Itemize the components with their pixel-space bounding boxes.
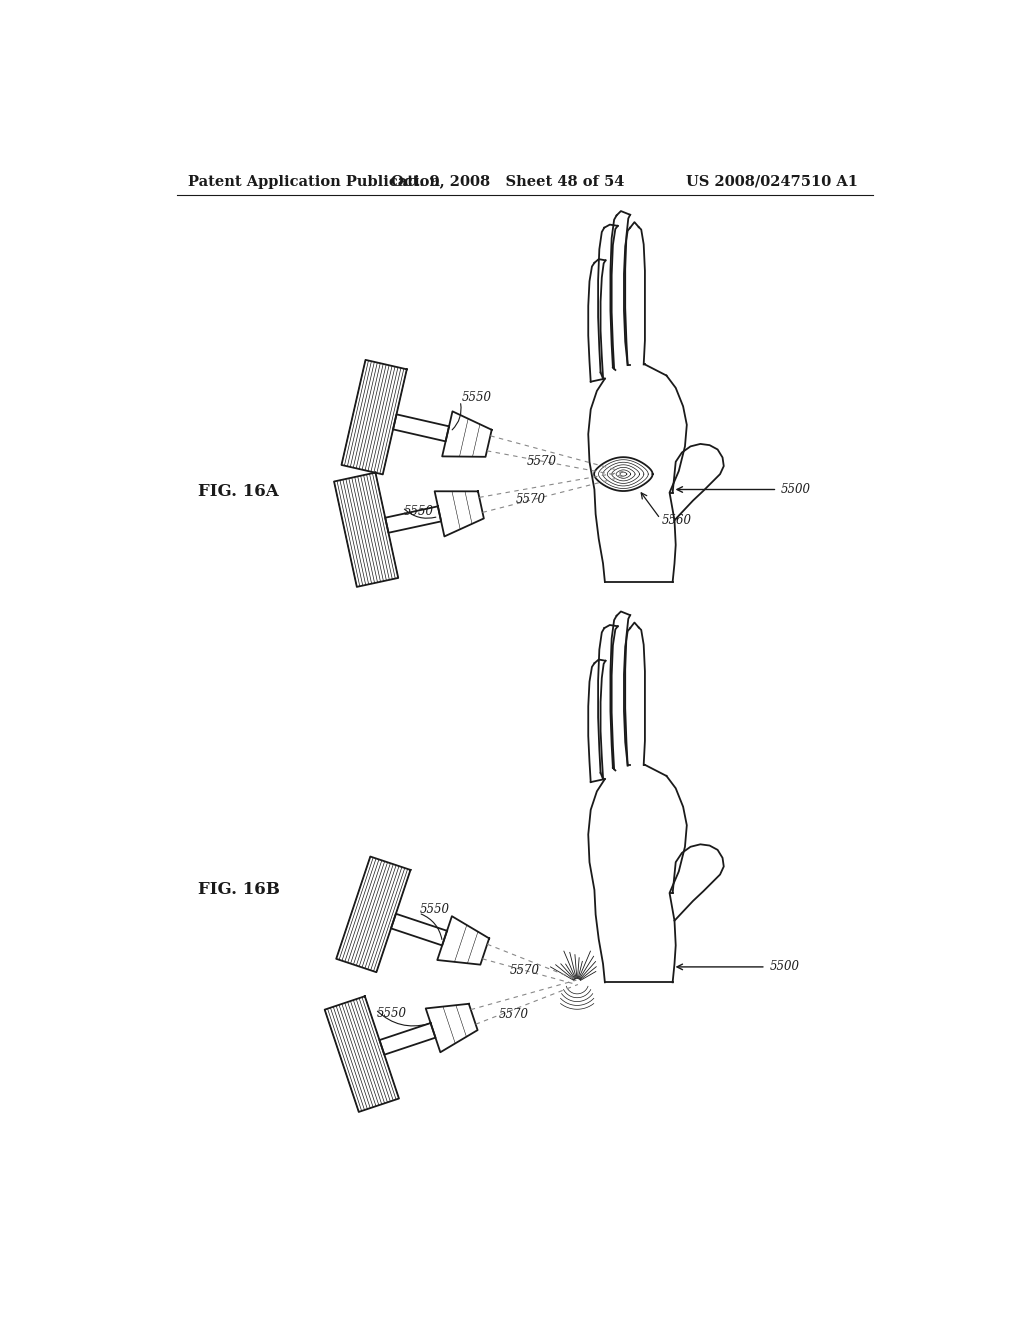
Text: Patent Application Publication: Patent Application Publication <box>188 174 440 189</box>
Text: 5570: 5570 <box>527 454 557 467</box>
Text: FIG. 16B: FIG. 16B <box>199 882 281 899</box>
Text: US 2008/0247510 A1: US 2008/0247510 A1 <box>686 174 858 189</box>
Text: 5550: 5550 <box>419 903 450 916</box>
Text: FIG. 16A: FIG. 16A <box>199 483 280 499</box>
Text: 5500: 5500 <box>781 483 811 496</box>
Text: 5570: 5570 <box>515 492 546 506</box>
Text: 5550: 5550 <box>377 1007 407 1019</box>
Text: 5550: 5550 <box>462 391 492 404</box>
Text: 5550: 5550 <box>403 504 434 517</box>
Text: 5570: 5570 <box>499 1008 528 1022</box>
Text: 5560: 5560 <box>662 513 692 527</box>
Text: 5500: 5500 <box>770 961 800 973</box>
Text: Oct. 9, 2008   Sheet 48 of 54: Oct. 9, 2008 Sheet 48 of 54 <box>391 174 625 189</box>
Text: 5570: 5570 <box>509 964 540 977</box>
